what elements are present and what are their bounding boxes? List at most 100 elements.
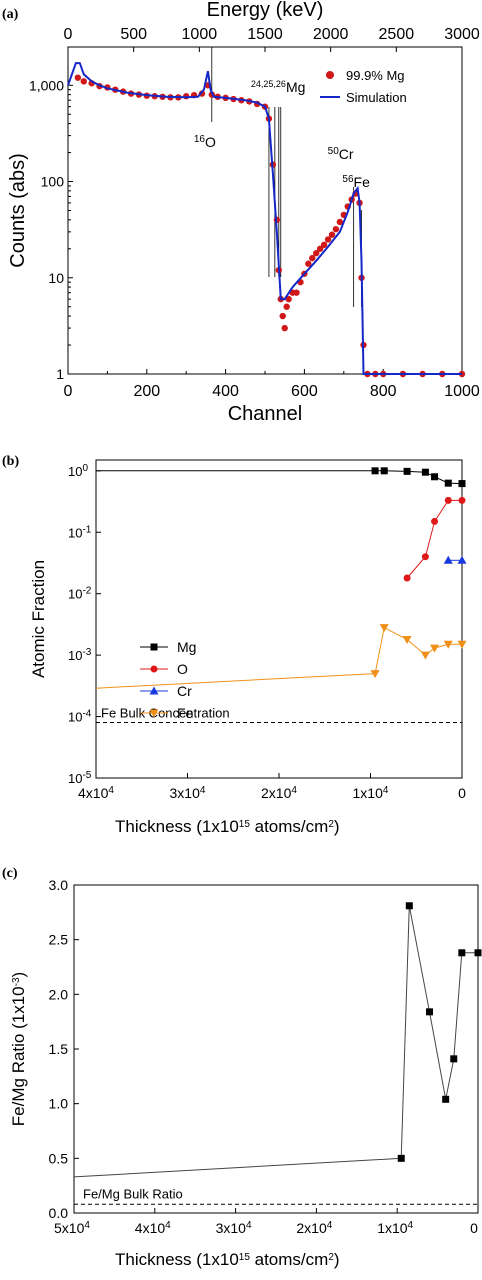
data-point-b-o — [421, 553, 429, 561]
x2-tick-label-a: 1000 — [182, 26, 218, 43]
y-tick-label-b-part: 10 — [68, 587, 82, 602]
data-point-b-mg — [380, 467, 388, 475]
series-line-b-fe — [95, 626, 462, 689]
x-tick-label-a: 400 — [212, 383, 239, 400]
x-tick-label-c: 1x104 — [377, 1220, 413, 1237]
x-axis-label-b-part: atoms/cm — [250, 817, 328, 836]
x-axis-label-b-part: 15 — [239, 819, 251, 830]
x-tick-label-b: 2x104 — [261, 785, 297, 802]
y-tick-label-c: 0.5 — [49, 1150, 69, 1166]
data-point-b-o — [458, 496, 466, 504]
y-axis-label-c-part: -3 — [11, 977, 22, 986]
y-tick-label-b-part: 10 — [68, 525, 82, 540]
data-point-c — [442, 1095, 450, 1103]
x-tick-label-c-part: 4 — [165, 1220, 171, 1231]
x-tick-label-c: 3x104 — [216, 1220, 252, 1237]
data-point-a — [281, 324, 288, 332]
y-tick-label-a: 1 — [56, 366, 64, 382]
annotation-mg-part: 24,25,26 — [251, 79, 286, 89]
legend-label-b: Cr — [177, 683, 192, 699]
data-point-a — [305, 260, 312, 267]
y-tick-label-a: 1,000 — [29, 77, 64, 93]
reference-label-c: Fe/Mg Bulk Ratio — [83, 1186, 183, 1201]
x-tick-label-c: 5x104 — [54, 1220, 90, 1237]
y-axis-label-c-part: ) — [9, 972, 28, 978]
y-tick-label-c: 2.0 — [49, 986, 69, 1002]
y-axis-label-b: Atomic Fraction — [29, 560, 48, 678]
data-point-b-fe — [420, 651, 430, 660]
x-tick-label-c-part: 2x10 — [296, 1220, 327, 1236]
data-point-b-fe — [379, 624, 389, 633]
data-point-b-fe — [457, 640, 467, 649]
data-point-b-fe — [430, 644, 440, 653]
annotation-cr50: 50Cr — [328, 146, 354, 163]
x-axis-label-c-part: atoms/cm — [250, 1250, 328, 1269]
y-tick-label-b-part: -1 — [82, 524, 91, 535]
y-axis-label-c-part: Fe/Mg Ratio (1x10 — [9, 986, 28, 1126]
data-point-a — [332, 225, 340, 233]
annotation-o16-part: O — [205, 134, 216, 150]
x-tick-label-c: 0 — [470, 1220, 478, 1236]
x-tick-label-a: 600 — [291, 383, 318, 400]
x-axis-label-b: Thickness (1x1015 atoms/cm2) — [115, 817, 340, 836]
data-point-b-o — [444, 496, 452, 504]
data-point-a — [80, 78, 87, 85]
y-tick-label-b: 10-1 — [68, 524, 92, 541]
x-tick-label-c-part: 1x10 — [377, 1220, 408, 1236]
data-point-b-mg — [371, 467, 379, 475]
simulation-line-a — [67, 62, 462, 375]
x-tick-label-c-part: 4 — [327, 1220, 333, 1231]
data-point-a — [293, 289, 300, 296]
annotation-mg-part: Mg — [286, 79, 305, 95]
x-tick-label-b-part: 4 — [291, 785, 297, 796]
y-tick-label-c: 0.0 — [49, 1205, 69, 1221]
data-point-b-cr — [457, 555, 467, 564]
panel-label-a: (a) — [2, 7, 19, 22]
data-point-a — [283, 303, 290, 310]
y-tick-label-b: 10-5 — [68, 770, 92, 787]
legend-label-b: Mg — [177, 639, 196, 655]
y-tick-label-b-part: -2 — [82, 585, 91, 596]
x-tick-label-a: 200 — [133, 383, 160, 400]
x-axis-label-c-part: ) — [334, 1250, 340, 1269]
legend-label-a-1: Simulation — [346, 90, 407, 105]
data-point-c — [397, 1154, 405, 1162]
annotation-o16-part: 16 — [194, 134, 206, 145]
data-point-a — [336, 218, 344, 226]
x-axis-label-c: Thickness (1x1015 atoms/cm2) — [115, 1250, 340, 1269]
data-point-b-mg — [458, 480, 466, 488]
legend-marker-b — [149, 709, 159, 718]
legend-label-b: Fe — [177, 705, 194, 721]
series-line-c — [73, 905, 478, 1178]
data-point-b-fe — [370, 670, 380, 679]
y-tick-label-c: 3.0 — [49, 877, 69, 893]
x2-tick-label-a: 500 — [120, 26, 147, 43]
x-tick-label-c-part: 4 — [84, 1220, 90, 1231]
data-point-b-mg — [403, 467, 411, 475]
x2-tick-label-a: 3000 — [444, 26, 480, 43]
panel-label-b: (b) — [2, 454, 19, 469]
x-tick-label-c: 4x104 — [135, 1220, 171, 1237]
annotation-fe56: 56Fe — [342, 174, 370, 191]
chart-b-atomic-fraction: 4x104 3x104 2x104 1x104 010010-110-210-310-4… — [29, 459, 467, 836]
x-tick-label-b-part: 1x10 — [353, 785, 384, 801]
data-point-a — [313, 249, 320, 257]
plot-frame-b — [95, 459, 463, 779]
x-axis-label-c-part: 2 — [328, 1252, 334, 1263]
data-point-c — [426, 1008, 434, 1016]
chart-a-spectrum: 0 200 400 600 800 1000 0 500 1000 1500 2000 2500 300… — [7, 0, 480, 425]
annotation-o16: 16O — [194, 134, 216, 151]
data-point-c — [474, 949, 482, 957]
chart-c-fe-mg-ratio: 5x104 4x104 3x104 2x104 1x104 00.00.51.01.52.… — [9, 877, 482, 1269]
legend-marker-b — [150, 665, 158, 673]
x-tick-label-b-part: 4 — [200, 785, 206, 796]
data-point-b-o — [431, 517, 439, 525]
y-tick-label-c: 1.5 — [49, 1041, 69, 1057]
legend-marker-b — [150, 643, 158, 651]
y-tick-label-b-part: 10 — [68, 464, 82, 479]
panel-label-c: (c) — [2, 866, 18, 881]
data-point-c — [405, 902, 413, 910]
data-point-b-mg — [444, 479, 452, 487]
y-tick-label-b-part: -3 — [82, 647, 91, 658]
